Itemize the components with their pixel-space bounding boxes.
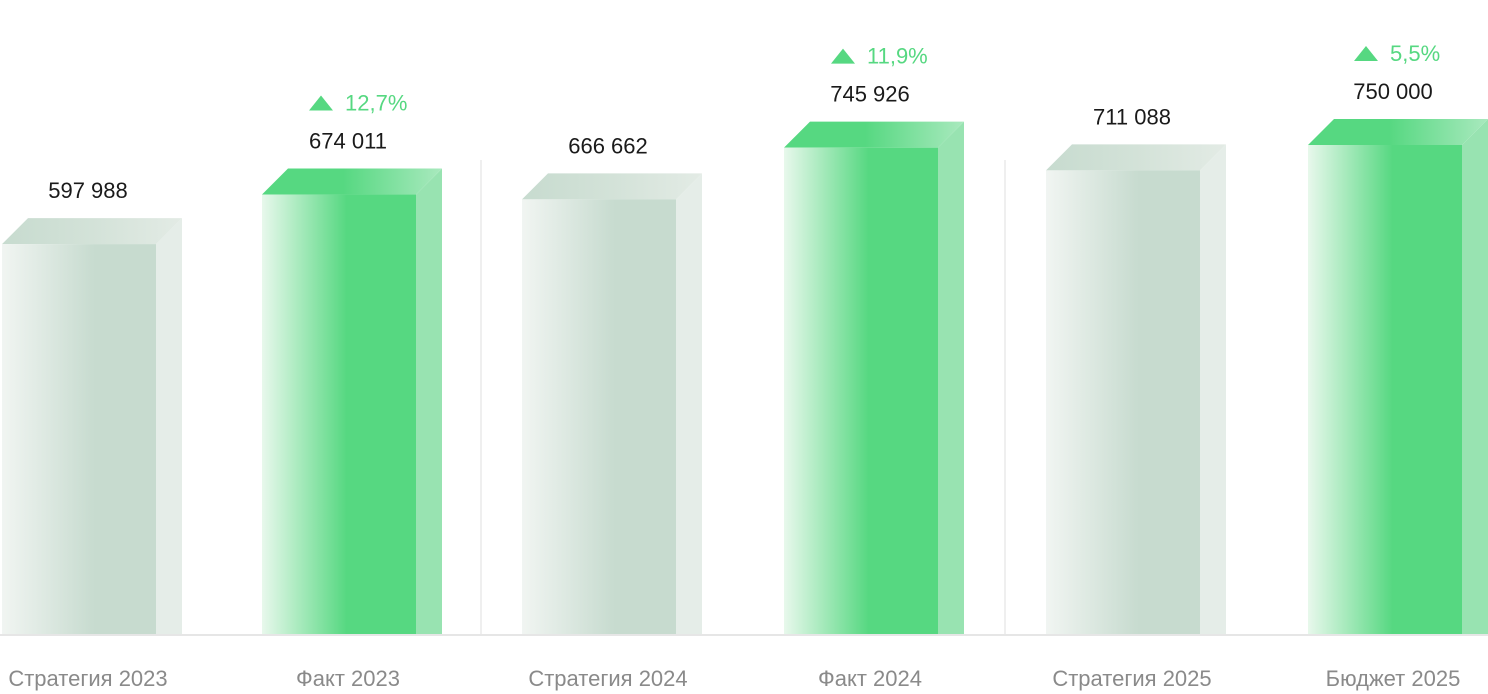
- bar-value-label: 597 988: [48, 178, 128, 203]
- delta-label: 5,5%: [1390, 41, 1440, 66]
- bar-plan: [1046, 144, 1226, 635]
- bar-value-label: 666 662: [568, 133, 648, 158]
- bar-front-face: [1046, 170, 1200, 635]
- bar-plan: [2, 218, 182, 634]
- delta-indicator: 11,9%: [831, 44, 928, 69]
- bar-top-face: [1308, 119, 1488, 145]
- delta-label: 12,7%: [345, 91, 407, 116]
- bar-value-label: 745 926: [830, 82, 910, 107]
- bar-value-label: 711 088: [1093, 104, 1171, 129]
- bar-actual: [784, 121, 964, 634]
- bar-top-face: [784, 121, 964, 148]
- bar-top-face: [522, 173, 702, 200]
- bar-front-face: [262, 194, 416, 634]
- bar-front-face: [2, 244, 156, 634]
- category-label: Стратегия 2023: [8, 666, 167, 691]
- category-label: Стратегия 2024: [528, 666, 687, 691]
- bar-side-face: [1462, 119, 1488, 634]
- bar-top-face: [2, 218, 182, 245]
- category-label: Факт 2023: [296, 666, 400, 691]
- triangle-up-icon: [831, 48, 855, 64]
- bar-side-face: [938, 121, 964, 634]
- bar-top-face: [262, 168, 442, 195]
- triangle-up-icon: [1354, 46, 1378, 61]
- bar-actual: [262, 168, 442, 634]
- bar-plan: [522, 173, 702, 635]
- category-label: Стратегия 2025: [1052, 666, 1211, 691]
- bar-front-face: [522, 199, 676, 635]
- chart-separators: [480, 160, 1006, 634]
- category-label: Факт 2024: [818, 666, 922, 691]
- bar-value-label: 674 011: [309, 129, 387, 154]
- delta-label: 11,9%: [867, 44, 928, 69]
- bar-side-face: [676, 173, 702, 635]
- category-label: Бюджет 2025: [1326, 666, 1461, 691]
- chart-labels: 597 988 Стратегия 2023 674 011 Факт 2023 666…: [8, 41, 1460, 691]
- bar-front-face: [784, 147, 938, 634]
- bar-side-face: [156, 218, 182, 634]
- delta-indicator: 12,7%: [309, 91, 407, 116]
- delta-indicator: 5,5%: [1354, 41, 1440, 66]
- chart-bars: [2, 119, 1488, 635]
- bar-value-label: 750 000: [1353, 79, 1433, 104]
- bar-side-face: [1200, 144, 1226, 635]
- bar-actual: [1308, 119, 1488, 634]
- triangle-up-icon: [309, 95, 333, 111]
- bar-front-face: [1308, 145, 1462, 634]
- bar-top-face: [1046, 144, 1226, 171]
- bar-side-face: [416, 168, 442, 634]
